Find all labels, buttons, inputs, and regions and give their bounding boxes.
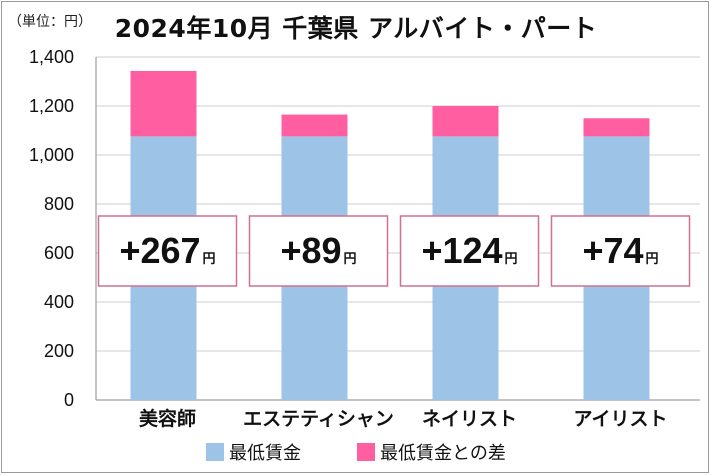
- bar-difference: [583, 118, 650, 137]
- y-tick-label: 1,200: [29, 96, 74, 116]
- chart-title: 2024年10月 千葉県 アルバイト・パート: [114, 14, 598, 43]
- difference-value: +74: [582, 230, 643, 271]
- x-tick-label: ネイリスト: [422, 408, 517, 430]
- difference-label: +89 円: [280, 230, 356, 271]
- bar-difference: [432, 106, 499, 137]
- legend-swatch: [357, 443, 375, 461]
- x-tick-label: エステティシャン: [243, 408, 394, 430]
- difference-label: +267 円: [119, 230, 215, 271]
- difference-box: [248, 215, 389, 287]
- difference-labels: +267 円 +89 円 +124 円 +74 円: [97, 215, 691, 287]
- difference-box: [97, 215, 238, 287]
- legend-swatch: [206, 443, 224, 461]
- y-axis-ticks: 0 200 400 600 800 1,000 1,200 1,400: [29, 47, 74, 410]
- unit-label: （単位：円）: [8, 14, 92, 30]
- difference-unit: 円: [344, 252, 357, 267]
- difference-value: +267: [119, 230, 200, 271]
- legend-label: 最低賃金: [229, 443, 301, 464]
- difference-unit: 円: [505, 252, 518, 267]
- legend: 最低賃金 最低賃金との差: [206, 443, 506, 464]
- y-tick-label: 1,400: [29, 47, 74, 67]
- y-tick-label: 800: [44, 194, 74, 214]
- difference-unit: 円: [203, 252, 216, 267]
- legend-label: 最低賃金との差: [380, 443, 506, 464]
- difference-unit: 円: [646, 252, 659, 267]
- y-tick-label: 1,000: [29, 145, 74, 165]
- bar-difference: [130, 70, 197, 137]
- difference-label: +124 円: [421, 230, 517, 271]
- difference-box: [399, 215, 540, 287]
- y-tick-label: 600: [44, 243, 74, 263]
- x-axis-ticks: 美容師 エステティシャン ネイリスト アイリスト: [139, 407, 668, 430]
- bar-difference: [281, 114, 348, 137]
- x-tick-label: アイリスト: [573, 408, 667, 430]
- difference-box: [550, 215, 691, 287]
- difference-value: +124: [421, 230, 502, 271]
- difference-label: +74 円: [582, 230, 658, 271]
- difference-value: +89: [280, 230, 341, 271]
- y-tick-label: 200: [44, 341, 74, 361]
- x-tick-label: 美容師: [139, 407, 196, 430]
- y-tick-label: 400: [44, 292, 74, 312]
- y-tick-label: 0: [64, 390, 74, 410]
